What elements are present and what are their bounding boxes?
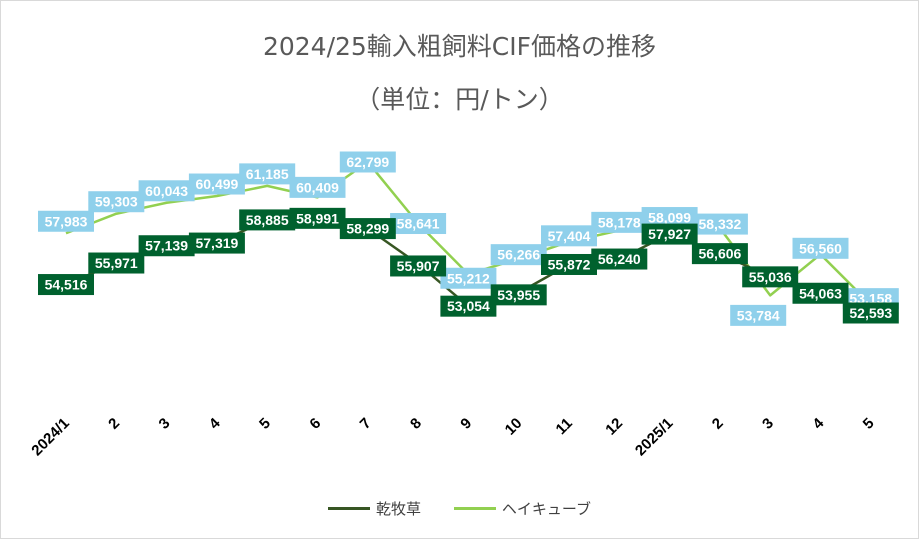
data-label-haycube: 58,332 [692, 214, 748, 235]
data-label-haycube: 60,499 [189, 174, 245, 195]
data-label-haycube: 53,784 [730, 305, 786, 326]
data-label-haycube: 56,560 [793, 238, 849, 259]
data-label-hay-text: 56,606 [698, 246, 741, 262]
data-label-haycube-text: 56,266 [497, 247, 540, 263]
data-label-haycube: 60,043 [139, 180, 195, 201]
data-label-hay: 55,036 [742, 266, 798, 287]
data-label-haycube-text: 56,560 [799, 240, 842, 256]
x-tick-label: 2 [709, 415, 727, 433]
data-label-hay-text: 54,063 [799, 285, 842, 301]
data-label-hay: 58,299 [340, 218, 396, 239]
data-label-haycube-text: 53,784 [737, 307, 780, 323]
data-label-haycube-text: 60,043 [145, 183, 188, 199]
data-label-haycube-text: 60,409 [296, 179, 339, 195]
legend-label-hay: 乾牧草 [376, 498, 421, 519]
data-label-haycube-text: 57,404 [548, 228, 591, 244]
data-label-hay-text: 53,054 [447, 298, 490, 314]
x-tick-label: 3 [156, 415, 174, 433]
data-label-hay: 54,516 [38, 274, 94, 295]
data-label-haycube-text: 58,641 [397, 216, 440, 232]
data-label-hay-text: 57,139 [145, 238, 188, 254]
data-label-hay: 56,606 [692, 243, 748, 264]
data-label-haycube: 58,178 [591, 212, 647, 233]
x-tick-label: 11 [553, 415, 576, 438]
data-label-haycube: 57,404 [541, 225, 597, 246]
x-tick-label: 5 [860, 415, 878, 433]
x-tick-label: 3 [759, 415, 777, 433]
x-tick-label: 10 [502, 415, 526, 439]
data-label-hay: 58,885 [239, 209, 295, 230]
data-label-haycube: 55,212 [440, 268, 496, 289]
data-label-haycube: 60,409 [290, 177, 346, 198]
data-label-haycube-text: 61,185 [246, 166, 289, 182]
data-label-hay: 55,872 [541, 254, 597, 275]
data-label-hay-text: 56,240 [598, 251, 641, 267]
data-label-hay-text: 55,971 [95, 255, 138, 271]
data-label-hay: 57,927 [642, 224, 698, 245]
data-label-hay: 55,907 [390, 255, 446, 276]
legend-item-haycube: ヘイキューブ [454, 498, 591, 519]
x-tick-label: 8 [407, 415, 425, 433]
data-label-haycube-text: 55,212 [447, 270, 490, 286]
data-label-hay-text: 58,991 [296, 210, 339, 226]
data-label-hay: 55,971 [88, 253, 144, 274]
data-label-hay: 57,319 [189, 233, 245, 254]
data-label-haycube-text: 58,178 [598, 214, 641, 230]
data-label-hay-text: 57,319 [195, 235, 238, 251]
x-tick-label: 6 [306, 415, 324, 433]
x-tick-label: 9 [457, 415, 475, 433]
x-tick-label: 12 [602, 415, 626, 439]
legend-label-haycube: ヘイキューブ [502, 498, 591, 519]
data-label-hay-text: 58,885 [246, 212, 289, 228]
chart-legend: 乾牧草 ヘイキューブ [0, 496, 919, 519]
data-label-haycube-text: 62,799 [346, 154, 389, 170]
data-label-haycube-text: 58,332 [698, 216, 741, 232]
data-label-hay-text: 53,955 [497, 287, 540, 303]
data-label-hay-text: 55,872 [548, 256, 591, 272]
x-tick-label: 4 [206, 414, 224, 432]
data-label-hay-text: 54,516 [45, 277, 88, 293]
data-label-hay: 52,593 [843, 303, 899, 324]
data-label-hay-text: 58,299 [346, 221, 389, 237]
data-label-hay-text: 52,593 [849, 305, 892, 321]
data-label-hay: 56,240 [591, 249, 647, 270]
legend-swatch-haycube [454, 507, 496, 510]
x-tick-label: 7 [357, 415, 375, 433]
x-tick-label: 5 [256, 415, 274, 433]
x-tick-label: 2025/1 [632, 415, 676, 459]
legend-item-hay: 乾牧草 [328, 498, 421, 519]
data-label-haycube: 61,185 [239, 163, 295, 184]
data-label-haycube: 62,799 [340, 152, 396, 173]
x-tick-label: 2024/1 [28, 415, 72, 459]
x-tick-label: 4 [809, 414, 827, 432]
data-label-haycube-text: 59,303 [95, 194, 138, 210]
data-label-hay: 58,991 [290, 208, 346, 229]
data-label-haycube: 56,266 [491, 244, 547, 265]
data-label-hay-text: 55,036 [749, 269, 792, 285]
data-label-hay: 54,063 [793, 283, 849, 304]
data-label-hay-text: 57,927 [648, 226, 691, 242]
data-label-hay: 57,139 [139, 235, 195, 256]
data-label-haycube-text: 60,499 [195, 176, 238, 192]
data-label-haycube: 58,641 [390, 213, 446, 234]
legend-swatch-hay [328, 507, 370, 510]
data-label-haycube: 59,303 [88, 191, 144, 212]
data-label-hay: 53,955 [491, 284, 547, 305]
x-tick-label: 2 [105, 415, 123, 433]
data-label-hay-text: 55,907 [397, 258, 440, 274]
data-label-haycube: 57,983 [38, 211, 94, 232]
data-label-hay: 53,054 [440, 296, 496, 317]
data-label-haycube-text: 58,099 [648, 210, 691, 226]
data-label-haycube-text: 57,983 [45, 213, 88, 229]
